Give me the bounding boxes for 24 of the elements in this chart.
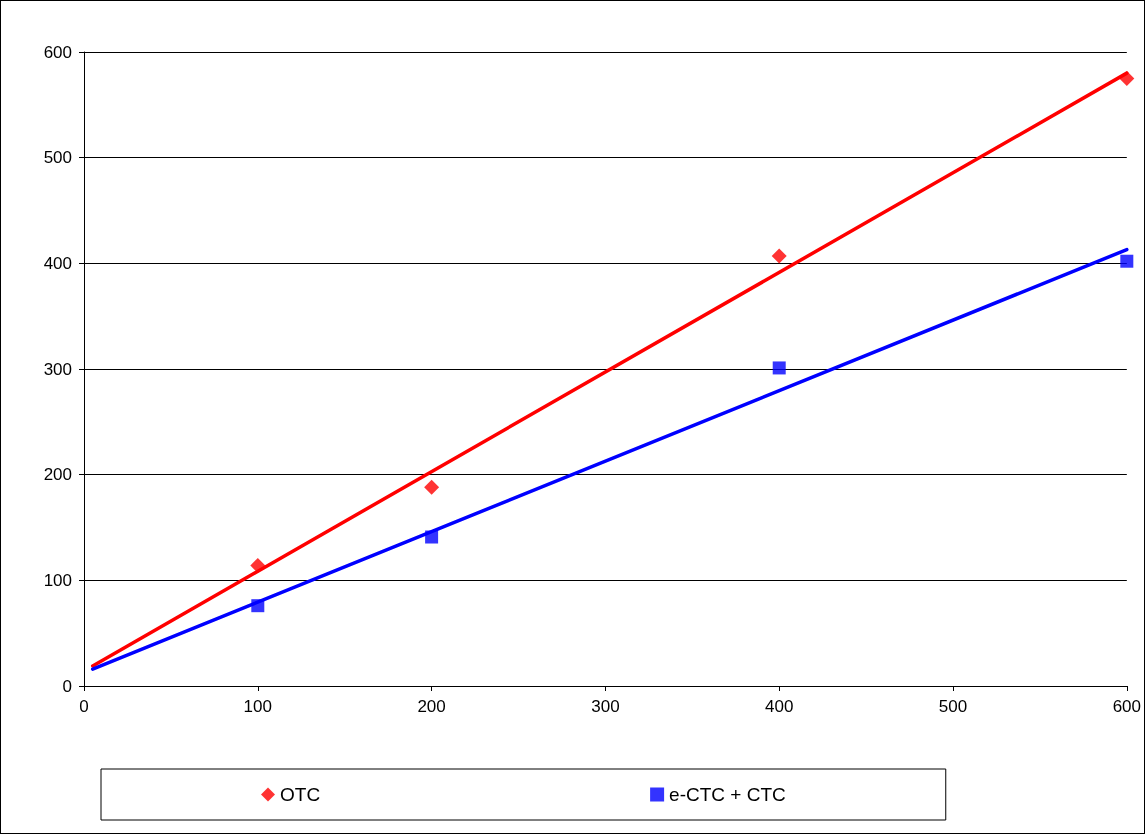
- y-tick-label: 600: [43, 42, 72, 62]
- x-tick-label: 500: [938, 697, 968, 716]
- y-tick-label: 100: [43, 570, 72, 590]
- y-tick-label: 0: [62, 676, 72, 696]
- point: [250, 558, 266, 574]
- x-tick-label: 100: [243, 697, 272, 716]
- point: [424, 479, 440, 495]
- legend-label: e-CTC + CTC: [669, 784, 786, 805]
- x-tick-label: 400: [765, 697, 794, 716]
- x-tick-label: 300: [591, 697, 620, 716]
- point: [772, 361, 786, 375]
- y-tick-label: 400: [43, 253, 72, 273]
- point: [771, 248, 787, 264]
- point: [251, 599, 265, 613]
- legend-label: OTC: [280, 784, 321, 805]
- y-tick-label: 200: [43, 465, 72, 485]
- point: [1120, 254, 1134, 268]
- y-tick-label: 500: [43, 148, 72, 168]
- y-tick-label: 300: [43, 359, 72, 379]
- x-tick-label: 600: [1112, 697, 1142, 716]
- x-tick-label: 0: [79, 697, 89, 716]
- point: [425, 530, 439, 544]
- x-tick-label: 200: [417, 697, 446, 716]
- point: [1119, 70, 1135, 86]
